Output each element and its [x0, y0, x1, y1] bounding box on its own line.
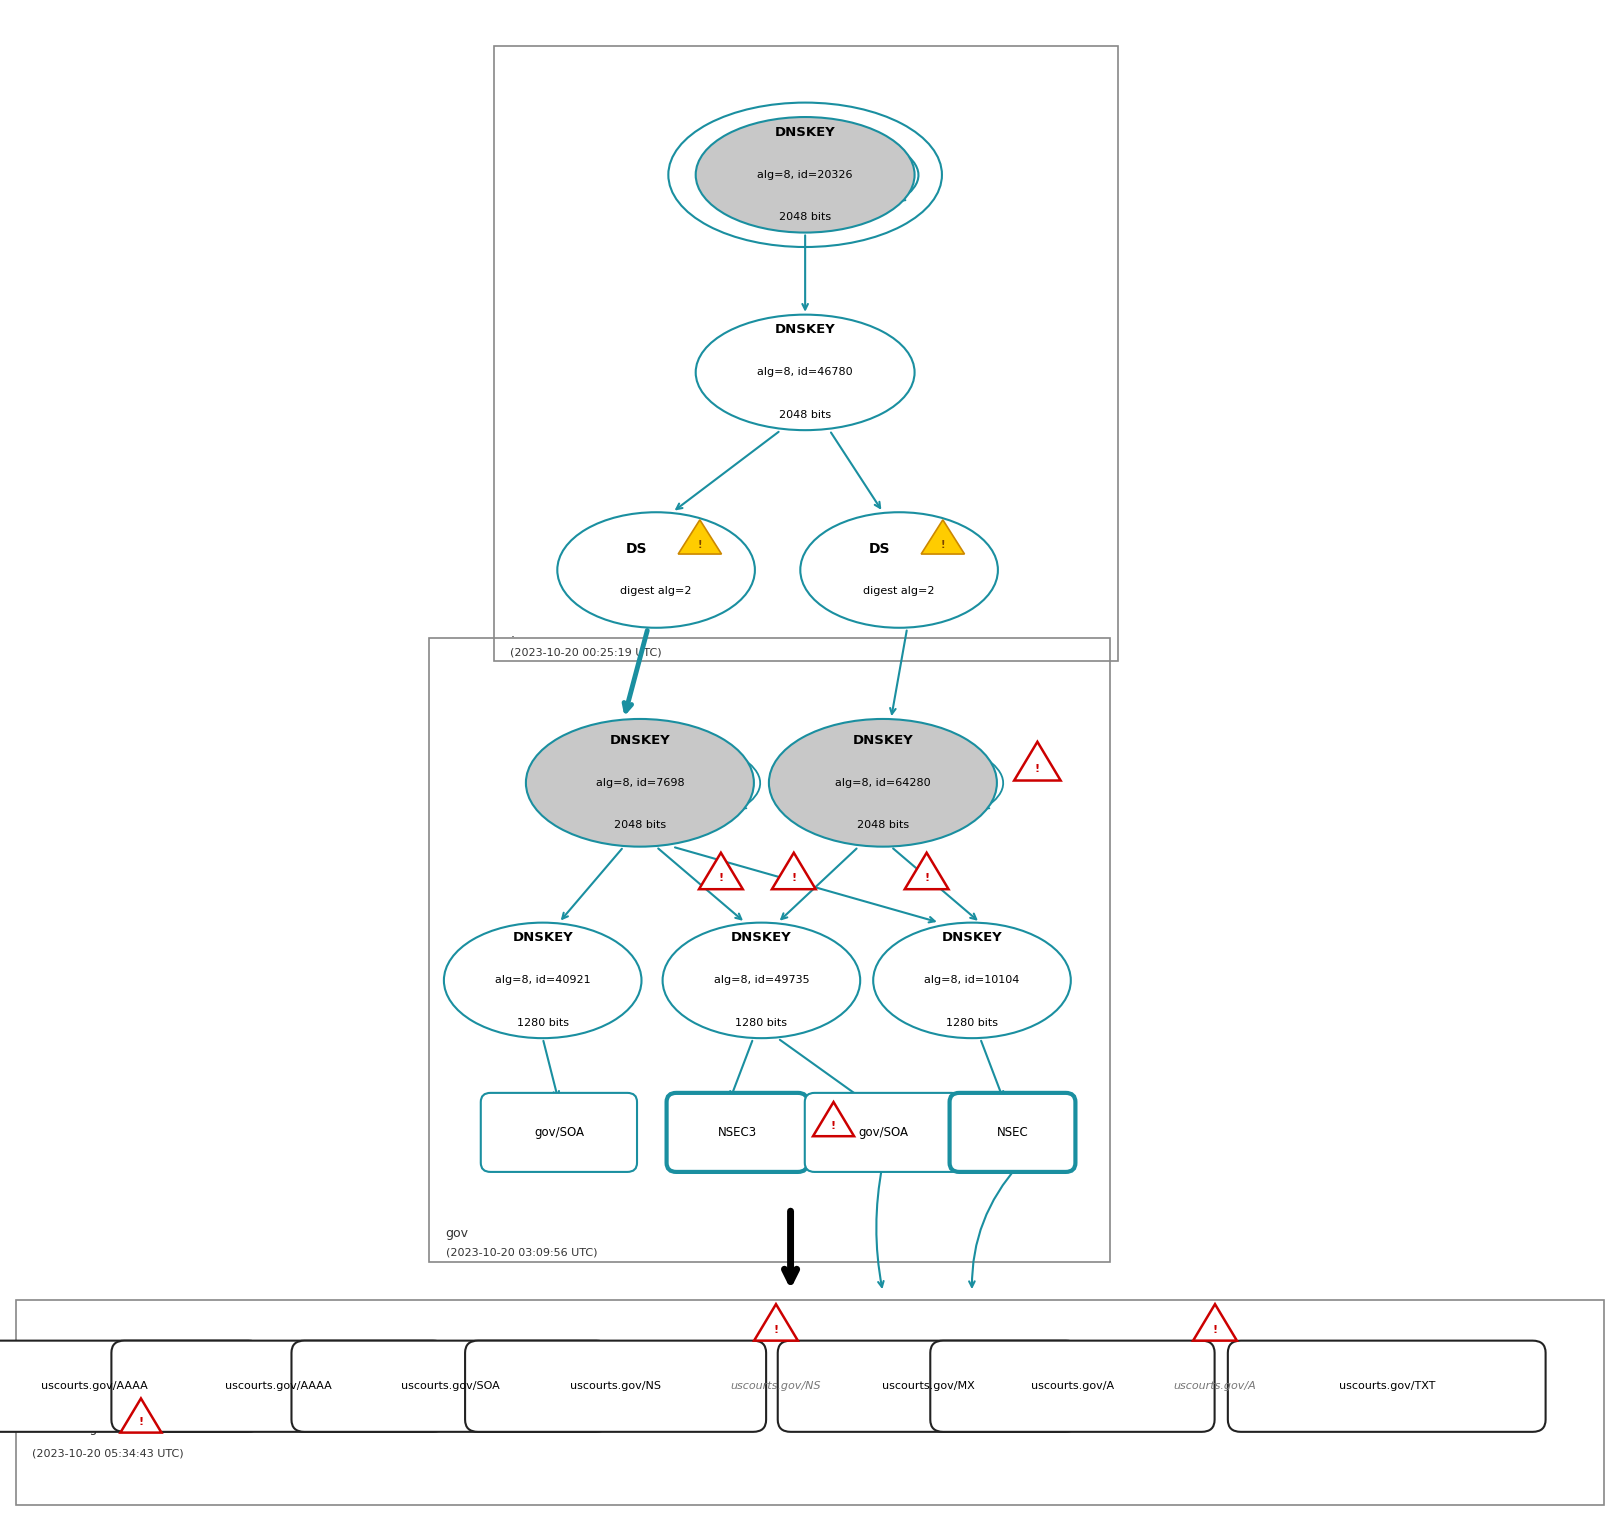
- Polygon shape: [904, 853, 949, 889]
- FancyBboxPatch shape: [481, 1093, 637, 1172]
- Text: .: .: [510, 626, 514, 640]
- Ellipse shape: [770, 719, 996, 847]
- Polygon shape: [1014, 742, 1061, 781]
- Ellipse shape: [444, 923, 642, 1038]
- Text: digest alg=2: digest alg=2: [620, 587, 692, 596]
- Text: uscourts.gov/NS: uscourts.gov/NS: [731, 1382, 821, 1391]
- Text: DNSKEY: DNSKEY: [941, 932, 1003, 944]
- Text: DNSKEY: DNSKEY: [609, 734, 671, 746]
- Text: 1280 bits: 1280 bits: [735, 1018, 787, 1028]
- Ellipse shape: [695, 117, 915, 233]
- Text: alg=8, id=49735: alg=8, id=49735: [713, 976, 810, 985]
- Text: DS: DS: [625, 541, 648, 556]
- Polygon shape: [771, 853, 816, 889]
- Polygon shape: [698, 853, 744, 889]
- Text: 2048 bits: 2048 bits: [779, 410, 831, 420]
- Text: alg=8, id=7698: alg=8, id=7698: [596, 778, 684, 787]
- Text: gov/SOA: gov/SOA: [859, 1126, 907, 1138]
- Polygon shape: [753, 1304, 799, 1341]
- Text: DNSKEY: DNSKEY: [774, 126, 836, 138]
- Text: uscourts.gov/NS: uscourts.gov/NS: [570, 1382, 661, 1391]
- Text: !: !: [718, 874, 724, 883]
- FancyBboxPatch shape: [465, 1341, 766, 1432]
- Text: alg=8, id=64280: alg=8, id=64280: [834, 778, 932, 787]
- Text: 1280 bits: 1280 bits: [946, 1018, 998, 1028]
- Text: NSEC: NSEC: [996, 1126, 1029, 1138]
- Text: gov: gov: [446, 1227, 468, 1240]
- Text: DNSKEY: DNSKEY: [774, 324, 836, 336]
- Ellipse shape: [873, 923, 1071, 1038]
- FancyBboxPatch shape: [778, 1341, 1079, 1432]
- Text: (2023-10-20 03:09:56 UTC): (2023-10-20 03:09:56 UTC): [446, 1248, 598, 1257]
- Text: uscourts.gov/AAAA: uscourts.gov/AAAA: [225, 1382, 332, 1391]
- Text: alg=8, id=46780: alg=8, id=46780: [757, 368, 854, 377]
- FancyBboxPatch shape: [949, 1093, 1076, 1172]
- Text: 2048 bits: 2048 bits: [614, 821, 666, 830]
- Text: uscourts.gov/SOA: uscourts.gov/SOA: [402, 1382, 499, 1391]
- Text: !: !: [773, 1325, 779, 1335]
- Polygon shape: [120, 1398, 162, 1432]
- Text: alg=8, id=40921: alg=8, id=40921: [494, 976, 591, 985]
- Text: uscourts.gov/AAAA: uscourts.gov/AAAA: [40, 1382, 147, 1391]
- Text: !: !: [923, 874, 930, 883]
- Text: DNSKEY: DNSKEY: [731, 932, 792, 944]
- Text: uscourts.gov: uscourts.gov: [32, 1421, 113, 1435]
- Text: digest alg=2: digest alg=2: [863, 587, 935, 596]
- Text: !: !: [791, 874, 797, 883]
- FancyBboxPatch shape: [1228, 1341, 1545, 1432]
- FancyBboxPatch shape: [666, 1093, 808, 1172]
- Text: (2023-10-20 00:25:19 UTC): (2023-10-20 00:25:19 UTC): [510, 648, 663, 657]
- Text: uscourts.gov/A: uscourts.gov/A: [1030, 1382, 1115, 1391]
- Ellipse shape: [526, 719, 753, 847]
- Text: !: !: [138, 1417, 144, 1427]
- FancyBboxPatch shape: [805, 1093, 961, 1172]
- Text: (2023-10-20 05:34:43 UTC): (2023-10-20 05:34:43 UTC): [32, 1449, 185, 1458]
- Text: !: !: [941, 541, 944, 550]
- Text: DS: DS: [868, 541, 891, 556]
- Polygon shape: [679, 520, 721, 553]
- FancyBboxPatch shape: [112, 1341, 446, 1432]
- Text: 2048 bits: 2048 bits: [779, 213, 831, 222]
- Text: !: !: [831, 1120, 836, 1131]
- Text: !: !: [1035, 765, 1040, 774]
- Text: DNSKEY: DNSKEY: [512, 932, 573, 944]
- Text: 2048 bits: 2048 bits: [857, 821, 909, 830]
- Text: !: !: [1212, 1325, 1218, 1335]
- Polygon shape: [813, 1102, 854, 1137]
- Text: !: !: [698, 541, 701, 550]
- Text: uscourts.gov/A: uscourts.gov/A: [1173, 1382, 1257, 1391]
- Text: uscourts.gov/MX: uscourts.gov/MX: [881, 1382, 975, 1391]
- Text: 1280 bits: 1280 bits: [517, 1018, 569, 1028]
- FancyBboxPatch shape: [0, 1341, 261, 1432]
- Text: uscourts.gov/TXT: uscourts.gov/TXT: [1338, 1382, 1435, 1391]
- Ellipse shape: [800, 512, 998, 628]
- Text: alg=8, id=20326: alg=8, id=20326: [758, 170, 852, 179]
- Text: DNSKEY: DNSKEY: [852, 734, 914, 746]
- Text: NSEC3: NSEC3: [718, 1126, 757, 1138]
- Ellipse shape: [695, 315, 915, 430]
- Ellipse shape: [663, 923, 860, 1038]
- FancyBboxPatch shape: [930, 1341, 1215, 1432]
- Text: gov/SOA: gov/SOA: [535, 1126, 583, 1138]
- Text: alg=8, id=10104: alg=8, id=10104: [925, 976, 1019, 985]
- Polygon shape: [1192, 1304, 1238, 1341]
- FancyBboxPatch shape: [292, 1341, 609, 1432]
- Polygon shape: [922, 520, 964, 553]
- Ellipse shape: [557, 512, 755, 628]
